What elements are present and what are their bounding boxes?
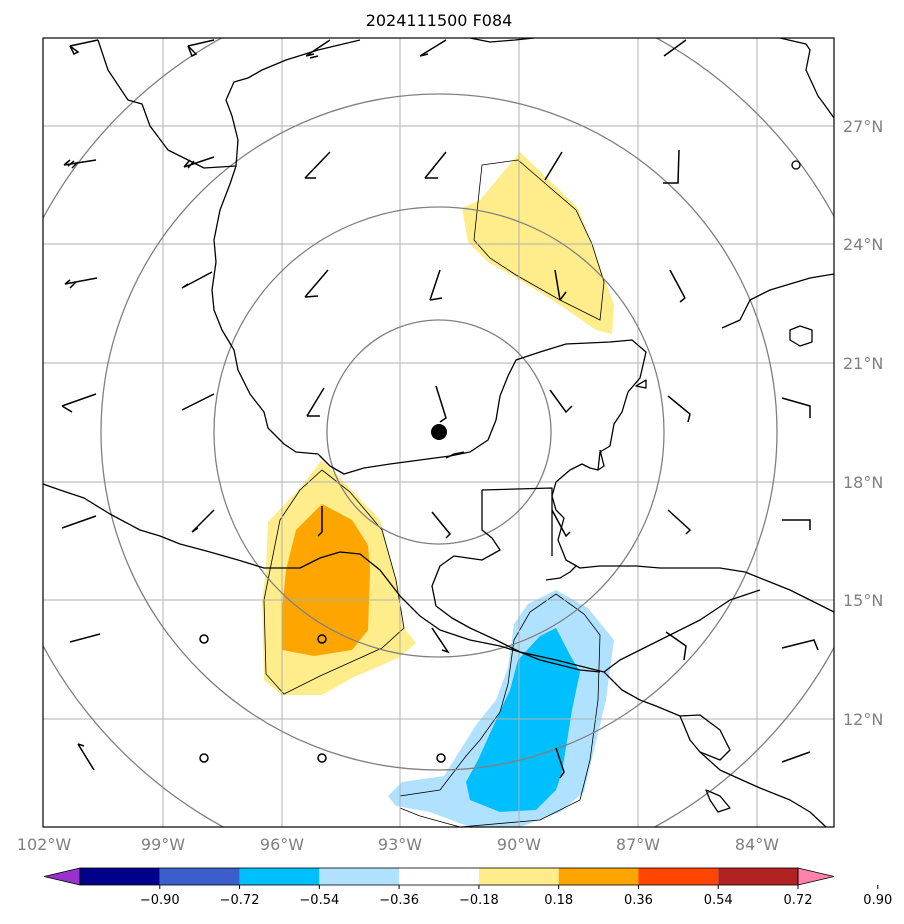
latitude-labels: 27°N 24°N 21°N 18°N 15°N 12°N: [843, 117, 883, 729]
calm-wind-circles: [199, 634, 446, 763]
colorbar-tick-label: −0.90: [140, 893, 180, 908]
colorbar-tick-label: 0.54: [704, 893, 733, 908]
colorbar-tick-label: 0.90: [863, 893, 892, 908]
colorbar-tick-label: −0.54: [299, 893, 339, 908]
map-title: 2024111500 F084: [366, 11, 513, 30]
colorbar-frame: [79, 867, 799, 886]
colorbar-tick-label: −0.36: [379, 893, 419, 908]
lon-label-99: 99°W: [141, 835, 185, 854]
colorbar-segment: [558, 868, 639, 885]
colorbar-segment: [80, 868, 160, 885]
positive-anomaly-north: [462, 152, 614, 334]
lat-label-24: 24°N: [843, 235, 883, 254]
lon-label-90: 90°W: [497, 835, 541, 854]
map-frame: [42, 37, 835, 828]
lat-label-27: 27°N: [843, 117, 883, 136]
colorbar-segment: [239, 868, 320, 885]
colorbar-tick-label: 0.72: [784, 893, 813, 908]
colorbar-segment: [638, 868, 719, 885]
colorbar-extend-min: [43, 867, 81, 886]
positive-anomaly-southwest: [262, 460, 416, 695]
lat-label-15: 15°N: [843, 591, 883, 610]
lat-label-18: 18°N: [843, 473, 883, 492]
colorbar: −0.90 −0.72 −0.54 −0.36 −0.18 0.18 0.36 0.54 0.7…: [43, 867, 892, 908]
longitude-labels: 102°W 99°W 96°W 93°W 90°W 87°W 84°W: [17, 835, 779, 854]
lon-label-84: 84°W: [735, 835, 779, 854]
lat-label-21: 21°N: [843, 354, 883, 373]
lon-label-96: 96°W: [260, 835, 304, 854]
wind-barbs: [61, 39, 819, 779]
graticule: [43, 38, 834, 827]
storm-center-marker: [431, 424, 447, 440]
coastlines: [43, 38, 834, 827]
colorbar-segment: [159, 868, 240, 885]
colorbar-segment: [399, 868, 479, 885]
range-rings: [43, 38, 834, 827]
colorbar-tick-label: 0.18: [544, 893, 573, 908]
colorbar-segment: [319, 868, 400, 885]
colorbar-segment: [478, 868, 559, 885]
colorbar-tick-label: −0.18: [459, 893, 499, 908]
colorbar-tick-label: −0.72: [220, 893, 260, 908]
lon-label-93: 93°W: [378, 835, 422, 854]
colorbar-tick-label: 0.36: [624, 893, 653, 908]
colorbar-segment: [718, 868, 798, 885]
lat-label-12: 12°N: [843, 710, 883, 729]
lon-label-102: 102°W: [17, 835, 72, 854]
lon-label-87: 87°W: [616, 835, 660, 854]
colorbar-extend-max: [797, 867, 835, 886]
map-area: [43, 38, 834, 827]
